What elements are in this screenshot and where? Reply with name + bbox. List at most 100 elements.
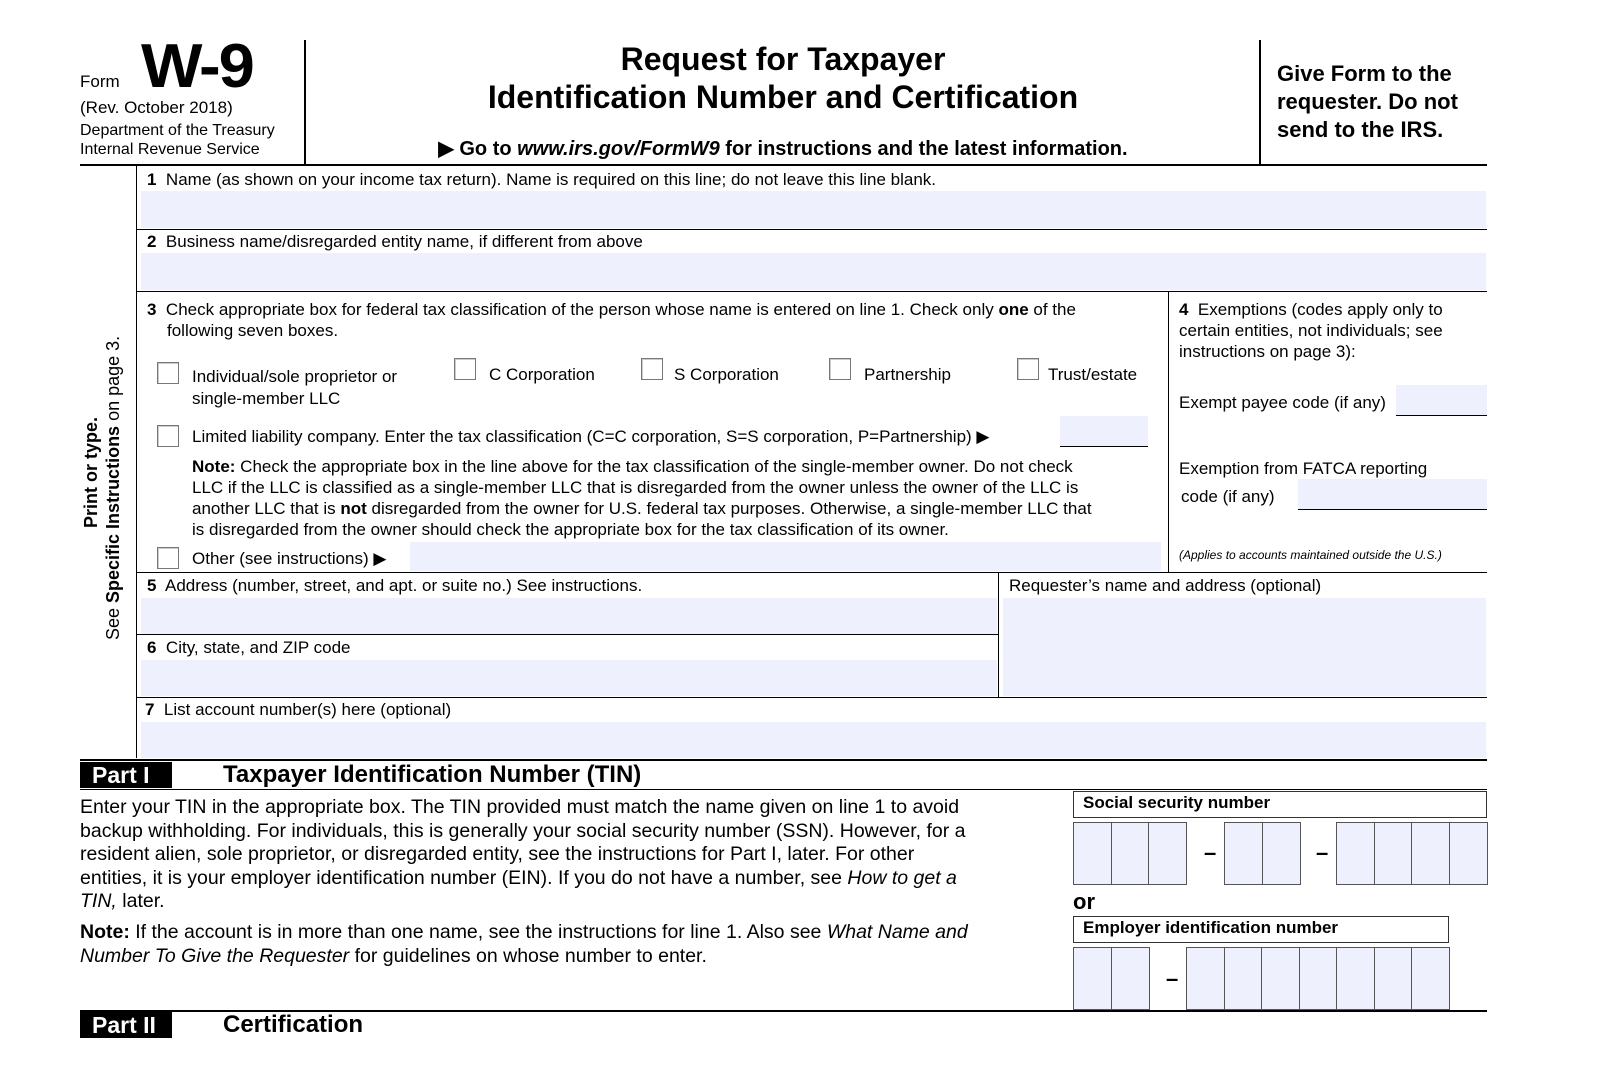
checkbox-llc[interactable] [157, 425, 179, 447]
ssn-digit-cell[interactable] [1148, 822, 1187, 885]
ein-digit-cell[interactable] [1373, 947, 1413, 1010]
give-form-line: Give Form to the [1277, 61, 1452, 86]
ssn-dash: – [1316, 840, 1329, 865]
line7-label: 7 List account number(s) here (optional) [145, 700, 451, 720]
note-label: Note: [192, 457, 236, 476]
requester-label: Requester’s name and address (optional) [1009, 576, 1322, 595]
checkbox-trust-estate[interactable] [1017, 358, 1039, 380]
form-title: Request for Taxpayer Identification Numb… [306, 40, 1260, 116]
line-num: 3 [147, 300, 157, 319]
part2-tag: Part II [80, 1012, 172, 1038]
tin-text: resident alien, sole proprietor, or disr… [80, 843, 915, 865]
llc-note: Note: Check the appropriate box in the l… [192, 456, 1092, 540]
tin-text-italic: TIN, [80, 890, 117, 912]
goto-instructions: ▶ Go to www.irs.gov/FormW9 for instructi… [306, 136, 1260, 161]
line3-label: 3 Check appropriate box for federal tax … [147, 299, 1076, 341]
side-see: See [103, 602, 123, 640]
side-instructions: Print or type. See Specific Instructions… [80, 290, 124, 640]
ein-digit-cell[interactable] [1261, 947, 1300, 1010]
business-name-field[interactable] [141, 253, 1486, 290]
exempt-payee-label: Exempt payee code (if any) [1179, 393, 1386, 412]
rule [80, 1010, 1487, 1012]
form-label: Form [80, 72, 120, 91]
ssn-digit-cell[interactable] [1073, 822, 1112, 885]
ssn-digit-cell[interactable] [1373, 822, 1413, 885]
ssn-digit-cell[interactable] [1448, 822, 1488, 885]
note-text: is disregarded from the owner should che… [192, 520, 949, 539]
rule [80, 164, 1487, 166]
checkbox-partnership[interactable] [829, 358, 851, 380]
agency: Internal Revenue Service [80, 141, 260, 158]
rule [80, 789, 1487, 790]
fatca-applies-note: (Applies to accounts maintained outside … [1179, 548, 1442, 562]
rule [136, 697, 1487, 698]
print-or-type: Print or type. [81, 416, 101, 528]
requester-field[interactable] [1003, 598, 1486, 696]
ssn-digit-cell[interactable] [1224, 822, 1263, 885]
line3-text-2: following seven boxes. [167, 321, 339, 340]
side-on-page: on page 3. [103, 335, 123, 426]
line3-text: Check appropriate box for federal tax cl… [165, 300, 999, 319]
exemptions-text: Exemptions (codes apply only to [1197, 300, 1443, 319]
ein-digit-cell[interactable] [1110, 947, 1150, 1010]
ssn-digit-cell[interactable] [1261, 822, 1301, 885]
line6-label: 6 City, state, and ZIP code [147, 638, 351, 658]
tin-text-italic: How to get a [847, 866, 957, 889]
other-field[interactable] [410, 542, 1161, 571]
or-label: or [1073, 889, 1095, 914]
ein-digit-cell[interactable] [1298, 947, 1338, 1010]
give-form-note: Give Form to the requester. Do not send … [1277, 60, 1458, 144]
tin-text: entities, it is your employer identifica… [80, 866, 848, 889]
checkbox-c-corporation[interactable] [454, 358, 476, 380]
line7-text: List account number(s) here (optional) [163, 700, 452, 719]
note-label: Note: [80, 921, 130, 943]
fatca-label: Exemption from FATCA reporting [1179, 459, 1428, 478]
ein-digit-cell[interactable] [1073, 947, 1112, 1010]
line-num: 6 [147, 638, 157, 657]
line-num: 5 [147, 576, 157, 595]
form-number: W-9 [141, 32, 255, 101]
checkbox-individual[interactable] [157, 362, 179, 384]
line3-text: of the [1028, 300, 1076, 319]
rule [80, 759, 1487, 761]
give-form-line: send to the IRS. [1277, 117, 1444, 142]
ein-digit-cell[interactable] [1186, 947, 1225, 1010]
exempt-payee-field[interactable] [1396, 385, 1487, 416]
fatca-field[interactable] [1298, 479, 1487, 510]
ein-digit-cell[interactable] [1411, 947, 1450, 1010]
llc-classification-field[interactable] [1060, 416, 1148, 447]
ein-digit-cell[interactable] [1336, 947, 1375, 1010]
ssn-digit-cell[interactable] [1411, 822, 1450, 885]
ssn-digit-cell[interactable] [1110, 822, 1150, 885]
label-c-corporation: C Corporation [489, 365, 595, 384]
note-text-italic: What Name and [826, 921, 968, 943]
give-form-line: requester. Do not [1277, 89, 1458, 114]
checkbox-s-corporation[interactable] [641, 358, 663, 380]
label-llc: Limited liability company. Enter the tax… [192, 427, 990, 446]
checkbox-other[interactable] [157, 547, 179, 569]
city-state-zip-field[interactable] [141, 660, 997, 696]
line2-text: Business name/disregarded entity name, i… [165, 232, 643, 251]
divider [136, 165, 137, 758]
ein-dash: – [1166, 966, 1179, 991]
line1-label: 1 Name (as shown on your income tax retu… [147, 170, 936, 190]
irs-link[interactable]: www.irs.gov/FormW9 [517, 138, 720, 160]
note-text: disregarded from the owner for U.S. fede… [366, 499, 1092, 518]
line6-text: City, state, and ZIP code [165, 638, 351, 657]
ssn-digit-cell[interactable] [1336, 822, 1375, 885]
account-numbers-field[interactable] [141, 722, 1486, 758]
line-num: 2 [147, 232, 157, 251]
address-field[interactable] [141, 598, 997, 634]
rule [136, 229, 1487, 230]
name-field[interactable] [141, 191, 1486, 228]
department: Department of the Treasury [80, 122, 275, 139]
label-other: Other (see instructions) ▶ [192, 549, 387, 568]
ein-digit-cell[interactable] [1223, 947, 1263, 1010]
line-num: 7 [145, 700, 155, 719]
side-specific: Specific Instructions [103, 425, 123, 603]
line2-label: 2 Business name/disregarded entity name,… [147, 232, 643, 252]
rule [136, 634, 998, 635]
revision: (Rev. October 2018) [80, 98, 233, 117]
line-num: 4 [1179, 300, 1189, 319]
line5-label: 5 Address (number, street, and apt. or s… [147, 576, 642, 596]
